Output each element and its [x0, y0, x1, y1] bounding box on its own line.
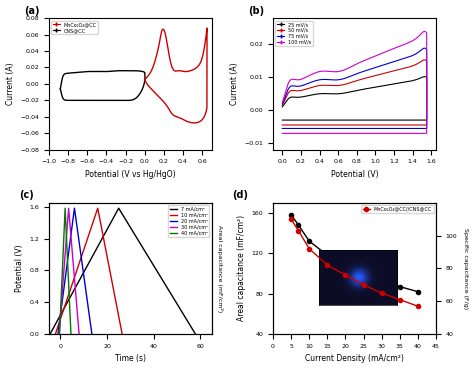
- Legend: 25 mV/s, 50 mV/s, 75 mV/s, 100 mV/s: 25 mV/s, 50 mV/s, 75 mV/s, 100 mV/s: [275, 21, 313, 46]
- Text: (a): (a): [24, 6, 40, 15]
- Legend: 7 mA/cm², 10 mA/cm², 20 mA/cm², 30 mA/cm², 40 mA/cm²: 7 mA/cm², 10 mA/cm², 20 mA/cm², 30 mA/cm…: [168, 205, 210, 237]
- X-axis label: Time (s): Time (s): [115, 355, 146, 363]
- X-axis label: Potential (V): Potential (V): [331, 170, 378, 179]
- Y-axis label: Areal capacitance (mF/cm²): Areal capacitance (mF/cm²): [217, 225, 223, 312]
- Y-axis label: Current (A): Current (A): [230, 63, 239, 105]
- Y-axis label: Areal capacitance (mF/cm²): Areal capacitance (mF/cm²): [237, 215, 246, 321]
- Legend: MnCo₂O₄@CC//CNS@CC: MnCo₂O₄@CC//CNS@CC: [361, 205, 434, 213]
- Y-axis label: Potential (V): Potential (V): [15, 245, 24, 292]
- Legend: MnCo₂O₄@CC, CNS@CC: MnCo₂O₄@CC, CNS@CC: [51, 21, 99, 34]
- Y-axis label: Specific capacitance (F/g): Specific capacitance (F/g): [464, 228, 468, 309]
- Text: (b): (b): [248, 6, 264, 15]
- Text: (c): (c): [19, 190, 34, 200]
- Y-axis label: Current (A): Current (A): [6, 63, 15, 105]
- X-axis label: Current Density (mA/cm²): Current Density (mA/cm²): [305, 355, 404, 363]
- X-axis label: Potential (V vs Hg/HgO): Potential (V vs Hg/HgO): [85, 170, 176, 179]
- Text: (d): (d): [232, 190, 248, 200]
